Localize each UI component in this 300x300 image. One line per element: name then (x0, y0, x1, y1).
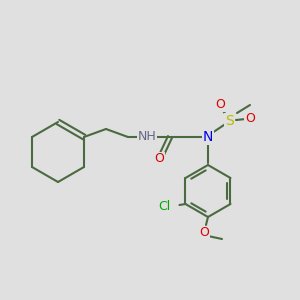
Text: N: N (203, 130, 213, 144)
Text: NH: NH (138, 130, 156, 142)
Text: O: O (245, 112, 255, 125)
Text: O: O (215, 98, 225, 110)
Text: S: S (226, 114, 234, 128)
Text: Cl: Cl (158, 200, 171, 212)
Text: O: O (199, 226, 209, 239)
Text: O: O (154, 152, 164, 166)
